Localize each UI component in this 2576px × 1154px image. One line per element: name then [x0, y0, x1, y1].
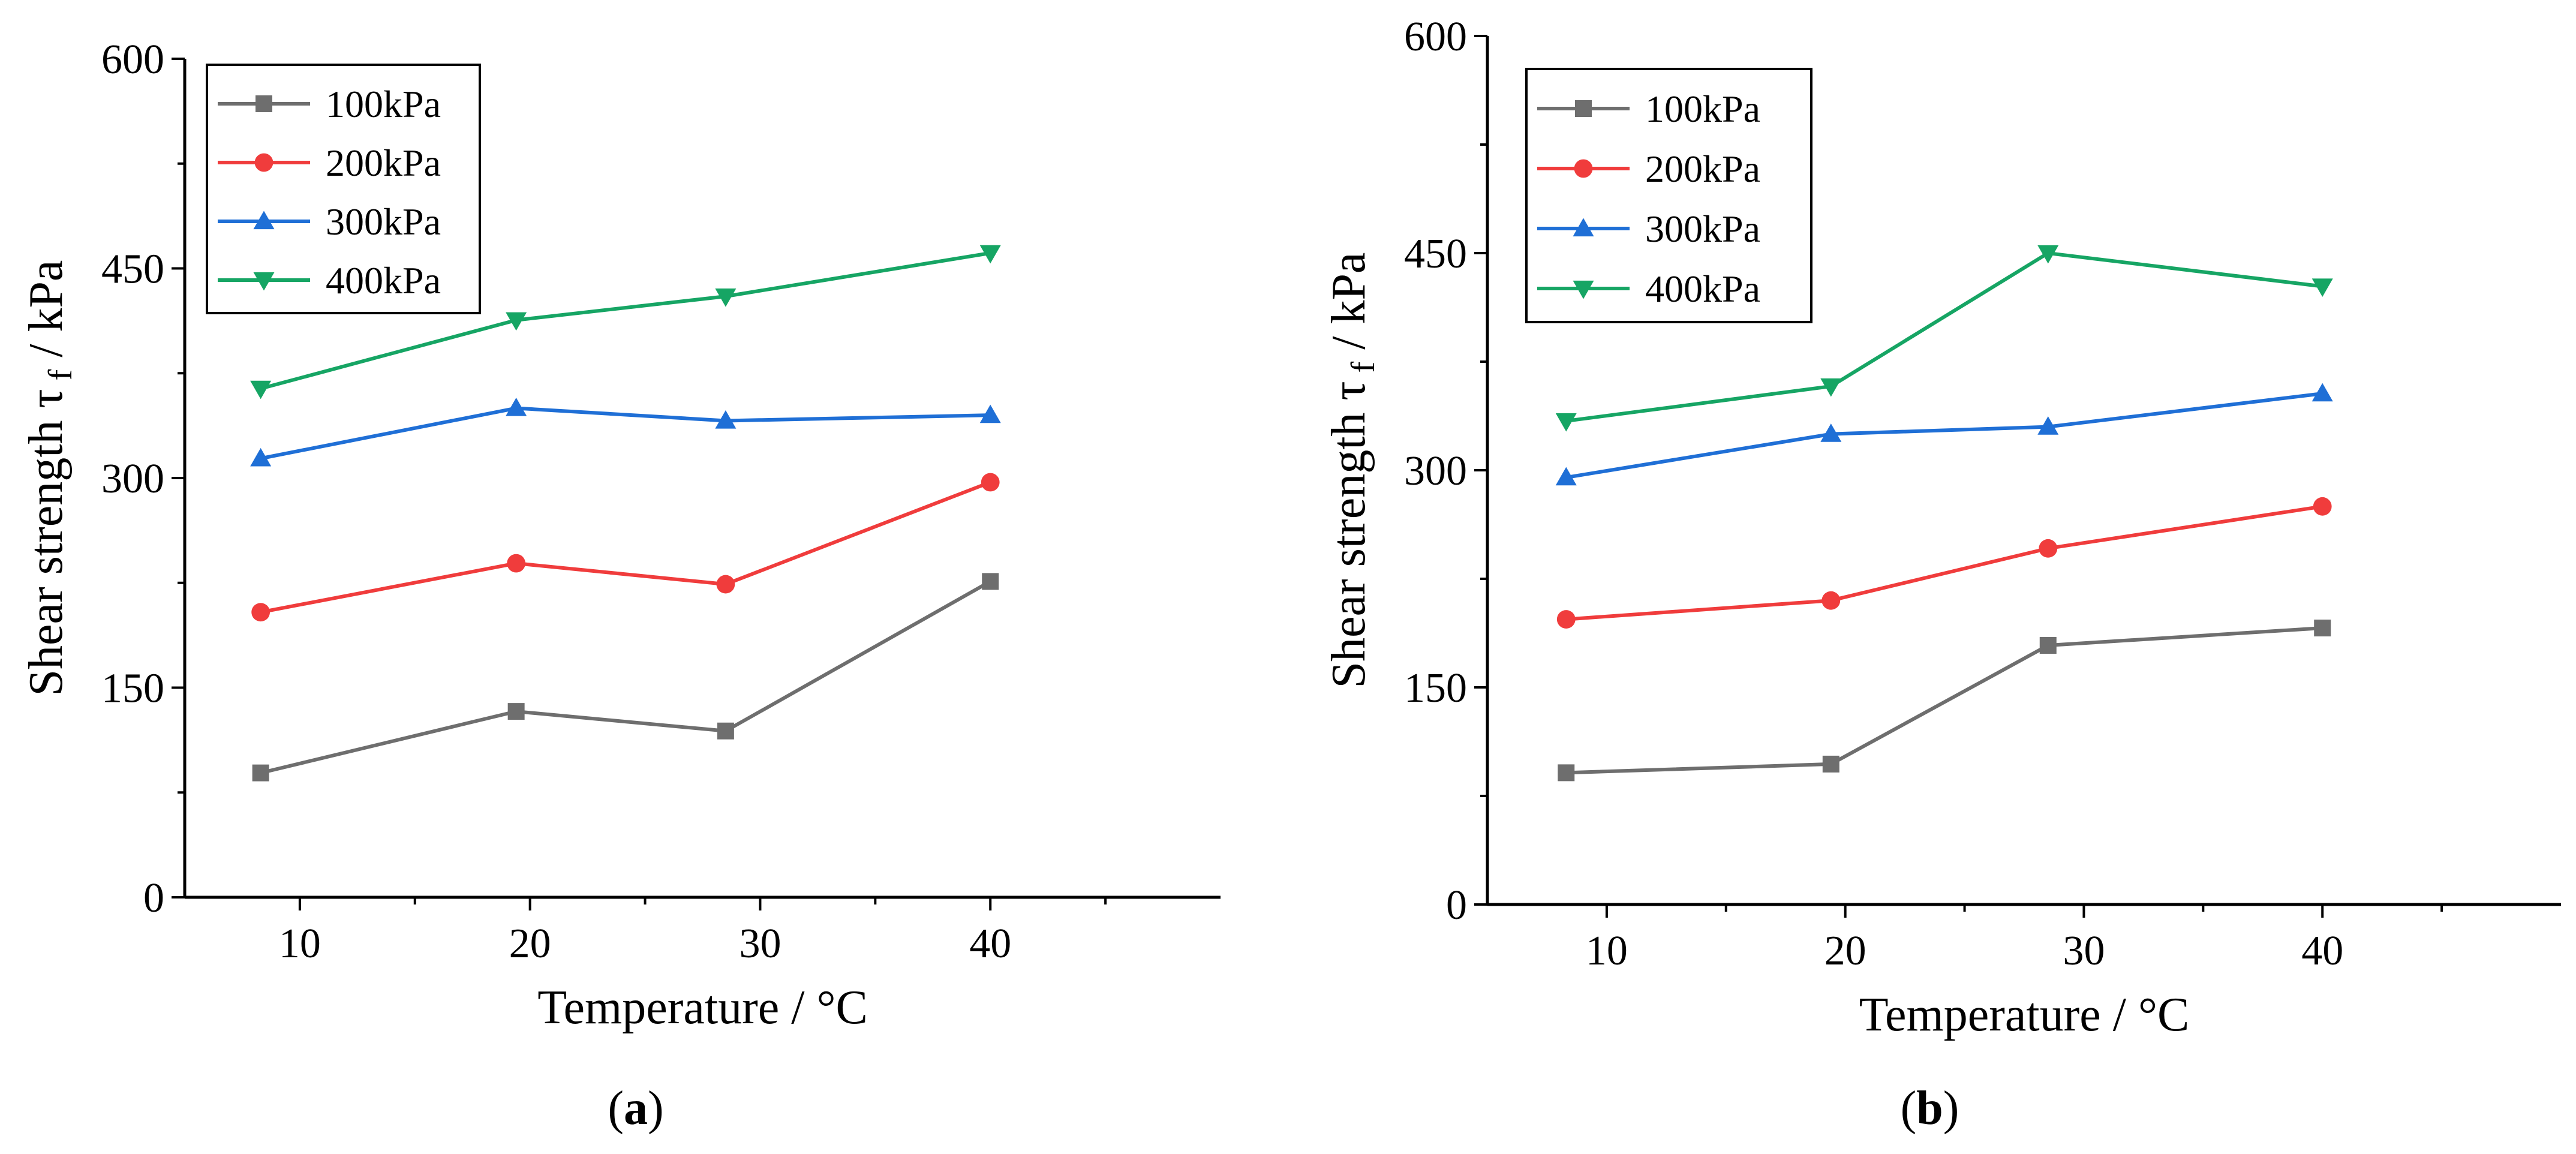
c0-data-point-400kPa: [506, 312, 527, 331]
c1-data-point-400kPa: [1555, 413, 1577, 432]
c1-data-point-100kPa: [1822, 755, 1839, 773]
c0-data-point-200kPa: [507, 554, 526, 573]
c1-legend-marker-200kPa: [1574, 159, 1593, 178]
c0-data-point-300kPa: [979, 404, 1001, 423]
c0-data-point-100kPa: [252, 764, 269, 782]
c0-data-point-400kPa: [979, 245, 1001, 264]
panel-label-b: (b): [1900, 1082, 1959, 1135]
c1-legend-label-100kPa: 100kPa: [1645, 88, 1760, 130]
c1-series-line-100kPa: [1566, 626, 2323, 775]
c0-y-axis-title-sub: f: [42, 369, 79, 389]
c0-x-tick-label: 40: [969, 921, 1011, 967]
c1-legend-marker-100kPa: [1575, 100, 1592, 117]
chart-a: 0 150 300 450 600 10 20 30 40 Temperature / °C She…: [20, 37, 1221, 1034]
c1-data-point-400kPa: [2312, 278, 2333, 297]
c0-legend-marker-200kPa: [254, 153, 273, 172]
c0-data-point-100kPa: [717, 722, 734, 740]
c1-data-point-200kPa: [2039, 539, 2058, 558]
c0-y-tick-label: 150: [101, 666, 164, 712]
c1-data-point-100kPa: [2314, 620, 2331, 637]
chart-panel-a: 0 150 300 450 600 10 20 30 40 Temperature / °C She…: [0, 0, 1272, 1154]
c1-legend-marker-400kPa: [1573, 280, 1594, 299]
c0-data-point-100kPa: [982, 573, 999, 590]
c1-y-axis-title-sub: f: [1345, 361, 1382, 381]
c1-series-line-200kPa: [1566, 504, 2323, 621]
c1-y-tick-label: 600: [1404, 14, 1467, 60]
c1-x-tick-label: 20: [1824, 928, 1866, 974]
c1-data-point-200kPa: [1821, 591, 1841, 610]
c0-y-tick-label: 600: [101, 37, 164, 83]
c0-series-line-200kPa: [260, 480, 991, 614]
c1-y-tick-label: 0: [1446, 882, 1467, 928]
c1-y-tick-label: 150: [1404, 665, 1467, 711]
c1-y-tick-label: 300: [1404, 448, 1467, 494]
c1-legend-marker-300kPa: [1573, 218, 1594, 237]
c0-data-point-400kPa: [250, 380, 272, 399]
panel-label-a: (a): [608, 1082, 664, 1135]
c0-x-axis-title: Temperature / °C: [537, 981, 868, 1034]
c0-data-point-200kPa: [251, 603, 270, 622]
c1-data-point-100kPa: [1558, 764, 1575, 782]
c1-series-line-300kPa: [1565, 392, 2323, 480]
c1-x-tick-label: 30: [2063, 928, 2105, 974]
c0-series-line-100kPa: [260, 579, 991, 775]
c1-series-line-400kPa: [1565, 251, 2323, 423]
c0-y-tick-label: 0: [143, 875, 164, 921]
c1-y-axis-title: Shear strength τ f / kPa: [1322, 253, 1382, 689]
c1-legend-label-300kPa: 300kPa: [1645, 208, 1760, 250]
c1-x-axis-title: Temperature / °C: [1859, 988, 2190, 1041]
c0-series-line-400kPa: [260, 251, 991, 390]
c1-data-point-200kPa: [1556, 610, 1576, 629]
c0-legend-marker-100kPa: [256, 95, 272, 112]
c1-data-point-300kPa: [2312, 383, 2333, 402]
chart-panel-b: 0 150 300 450 600 10 20 30 40 Temperature / °C She…: [1284, 0, 2576, 1154]
chart-b: 0 150 300 450 600 10 20 30 40 Temperature / °C She…: [1322, 14, 2561, 1041]
c1-data-point-100kPa: [2039, 637, 2057, 654]
c0-data-point-200kPa: [981, 473, 1000, 492]
c0-y-axis-title: Shear strength τ f / kPa: [20, 260, 79, 696]
c0-x-tick-label: 10: [279, 921, 321, 967]
c0-legend-box: [206, 64, 481, 314]
c1-x-tick-label: 10: [1586, 928, 1628, 974]
c0-y-tick-label: 300: [101, 456, 164, 502]
c0-data-point-300kPa: [715, 410, 737, 429]
c0-data-point-400kPa: [715, 288, 737, 307]
c0-y-axis-title-main: Shear strength τ: [20, 389, 73, 696]
c0-y-tick-label: 450: [101, 247, 164, 293]
c1-y-tick-label: 450: [1404, 231, 1467, 277]
c0-legend-marker-400kPa: [253, 272, 275, 291]
c1-legend-label-200kPa: 200kPa: [1645, 148, 1760, 190]
c1-x-tick-label: 40: [2301, 928, 2343, 974]
c0-series-line-300kPa: [260, 406, 991, 461]
c0-data-point-100kPa: [507, 703, 525, 720]
c1-data-point-200kPa: [2313, 497, 2332, 516]
c1-data-point-400kPa: [1820, 378, 1842, 397]
c1-data-point-300kPa: [1555, 467, 1577, 486]
c0-x-tick-label: 20: [509, 921, 551, 967]
c1-y-axis-title-unit: / kPa: [1322, 253, 1375, 362]
c1-legend-box: [1525, 68, 1812, 323]
c0-legend-label-400kPa: 400kPa: [326, 259, 441, 302]
c0-legend-label-200kPa: 200kPa: [326, 142, 441, 184]
c1-data-point-300kPa: [2037, 416, 2059, 435]
c0-data-point-300kPa: [506, 398, 527, 416]
c0-data-point-300kPa: [250, 447, 272, 467]
c0-y-axis-title-unit: / kPa: [20, 260, 73, 369]
c1-y-axis-title-main: Shear strength τ: [1322, 381, 1375, 688]
c0-legend-marker-300kPa: [253, 211, 275, 230]
c0-data-point-200kPa: [716, 575, 735, 594]
c0-x-tick-label: 30: [739, 921, 781, 967]
c1-data-point-400kPa: [2037, 245, 2059, 264]
c1-legend-label-400kPa: 400kPa: [1645, 268, 1760, 310]
c0-legend-label-100kPa: 100kPa: [326, 83, 441, 125]
c1-data-point-300kPa: [1820, 423, 1842, 442]
c0-legend-label-300kPa: 300kPa: [326, 200, 441, 243]
